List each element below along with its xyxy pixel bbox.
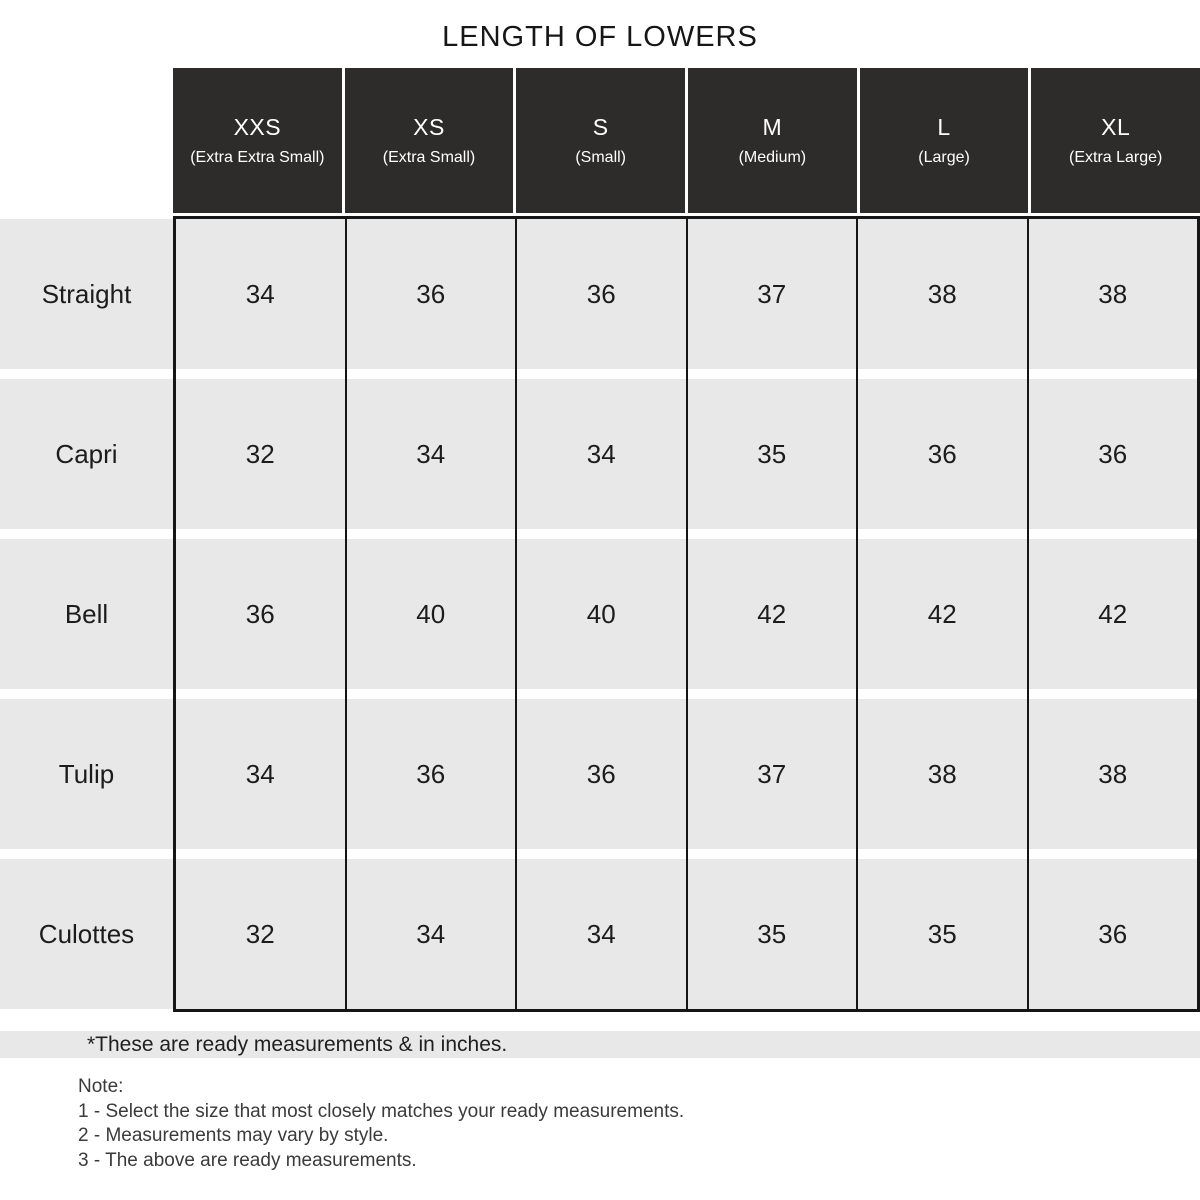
measurement-cell: 36: [858, 379, 1027, 529]
measurement-cell: 36: [517, 699, 686, 849]
size-code: XXS: [233, 114, 282, 140]
measurement-cell: 34: [176, 219, 345, 369]
measurement-cell: 35: [687, 859, 856, 1009]
measurement-cell: 38: [858, 699, 1027, 849]
measurement-cell: 34: [176, 699, 345, 849]
measurement-cell: 34: [517, 859, 686, 1009]
measurement-cell: 36: [1028, 379, 1197, 529]
measurement-cell: 42: [1028, 539, 1197, 689]
measurement-cell: 37: [687, 699, 856, 849]
size-code: S: [592, 114, 609, 140]
data-column-xl: 38 36 42 38 36: [1028, 219, 1197, 1009]
footnote-text: *These are ready measurements & in inche…: [87, 1032, 508, 1056]
size-full-name: (Extra Small): [382, 149, 476, 166]
notes-heading: Note:: [78, 1076, 124, 1097]
measurement-cell: 32: [176, 859, 345, 1009]
row-label-tulip: Tulip: [0, 699, 173, 849]
measurement-cell: 42: [687, 539, 856, 689]
data-column-l: 38 36 42 38 35: [858, 219, 1029, 1009]
measurements-grid: 34 32 36 34 32 36 34 40 36 34 36 34 40 3…: [173, 216, 1200, 1012]
measurement-cell: 36: [517, 219, 686, 369]
measurement-cell: 38: [1028, 219, 1197, 369]
column-header-xl: XL (Extra Large): [1031, 68, 1200, 213]
size-code: L: [937, 114, 951, 140]
measurement-cell: 36: [346, 699, 515, 849]
size-code: XS: [413, 114, 445, 140]
note-item-1: 1 - Select the size that most closely ma…: [78, 1100, 685, 1122]
measurement-cell: 36: [1028, 859, 1197, 1009]
size-full-name: (Extra Large): [1069, 149, 1163, 166]
page-title: LENGTH OF LOWERS: [442, 21, 758, 53]
size-table: Straight Capri Bell Tulip Culottes 34 32…: [0, 216, 1200, 1012]
row-label-culottes: Culottes: [0, 859, 173, 1009]
measurement-cell: 35: [858, 859, 1027, 1009]
measurement-cell: 37: [687, 219, 856, 369]
measurement-cell: 40: [517, 539, 686, 689]
size-code: M: [762, 114, 783, 140]
size-full-name: (Medium): [738, 149, 807, 166]
notes-section: Note: 1 - Select the size that most clos…: [78, 1075, 1200, 1173]
measurement-cell: 40: [346, 539, 515, 689]
measurement-cell: 42: [858, 539, 1027, 689]
row-label-bell: Bell: [0, 539, 173, 689]
column-header-s: S (Small): [516, 68, 686, 213]
size-code: XL: [1101, 114, 1131, 140]
data-column-s: 36 34 40 36 34: [517, 219, 688, 1009]
column-header-xxs: XXS (Extra Extra Small): [173, 68, 342, 213]
measurement-cell: 38: [1028, 699, 1197, 849]
size-header-row: XXS (Extra Extra Small) XS (Extra Small)…: [173, 68, 1200, 213]
measurement-cell: 35: [687, 379, 856, 529]
column-header-m: M (Medium): [688, 68, 857, 213]
measurement-cell: 36: [346, 219, 515, 369]
measurement-cell: 36: [176, 539, 345, 689]
row-label-straight: Straight: [0, 219, 173, 369]
note-item-3: 3 - The above are ready measurements.: [78, 1149, 417, 1171]
measurement-cell: 34: [346, 859, 515, 1009]
column-header-l: L (Large): [859, 68, 1029, 213]
column-header-xs: XS (Extra Small): [344, 68, 514, 213]
size-full-name: (Extra Extra Small): [190, 149, 325, 166]
measurement-cell: 32: [176, 379, 345, 529]
data-column-m: 37 35 42 37 35: [687, 219, 858, 1009]
data-column-xxs: 34 32 36 34 32: [176, 219, 347, 1009]
size-full-name: (Small): [575, 149, 627, 166]
row-labels-column: Straight Capri Bell Tulip Culottes: [0, 216, 173, 1012]
footnote-band: *These are ready measurements & in inche…: [0, 1031, 1200, 1058]
measurement-cell: 38: [858, 219, 1027, 369]
note-item-2: 2 - Measurements may vary by style.: [78, 1125, 389, 1146]
row-label-capri: Capri: [0, 379, 173, 529]
measurement-cell: 34: [517, 379, 686, 529]
size-full-name: (Large): [918, 149, 970, 166]
data-column-xs: 36 34 40 36 34: [346, 219, 517, 1009]
measurement-cell: 34: [346, 379, 515, 529]
